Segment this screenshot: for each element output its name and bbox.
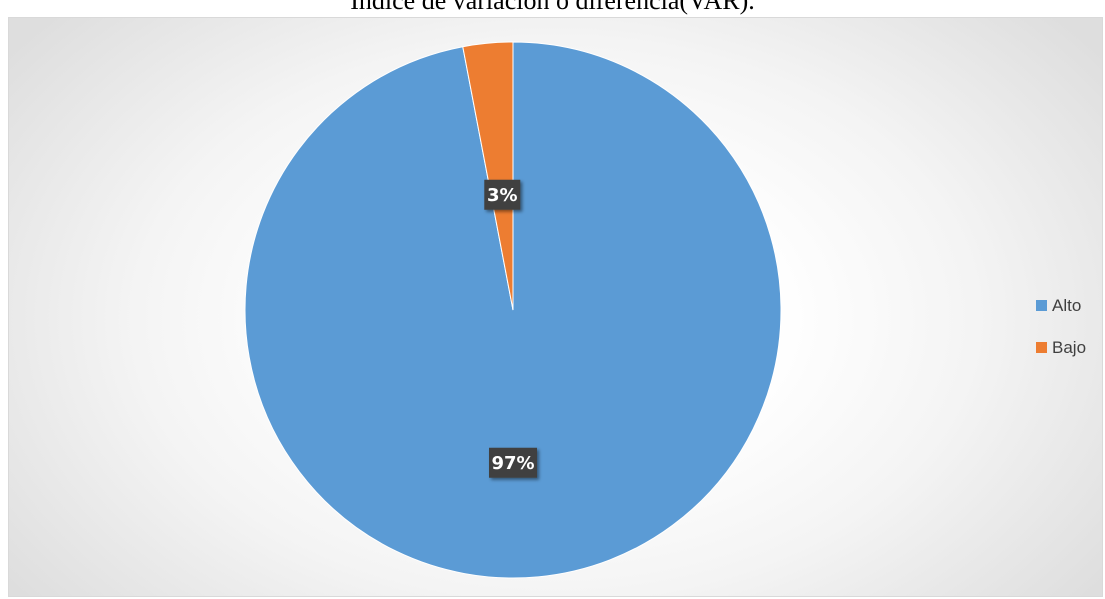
legend-label-alto: Alto [1052,295,1082,315]
chart-area: 97% 3% Alto Bajo [8,17,1103,597]
pie-slices [244,41,782,579]
chart-legend: Alto Bajo [1036,295,1086,379]
legend-swatch-bajo [1036,342,1047,353]
legend-item-bajo: Bajo [1036,337,1086,358]
chart-title: Índice de variación o diferencia(VAR). [350,0,755,15]
data-label-bajo: 3% [484,179,521,210]
legend-item-alto: Alto [1036,295,1086,316]
data-label-box [484,179,521,210]
pie-data-labels: 97% 3% [484,179,537,478]
data-label-box [489,447,537,478]
legend-swatch-alto [1036,300,1047,311]
pie-chart: 97% 3% [244,41,782,579]
data-label-text: 97% [491,453,534,474]
data-label-alto: 97% [489,447,537,478]
data-label-text: 3% [487,185,518,206]
legend-label-bajo: Bajo [1052,337,1087,357]
pie-slice-bajo [462,41,514,311]
